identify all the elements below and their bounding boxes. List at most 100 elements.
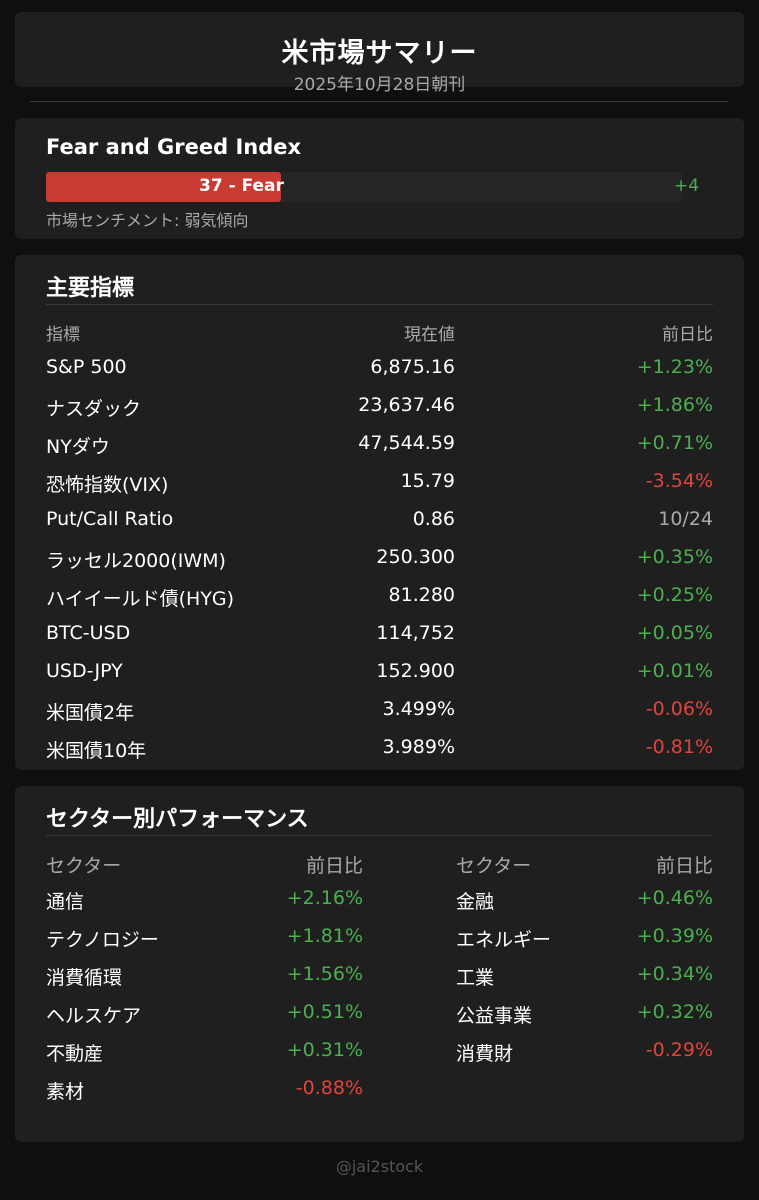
indicator-value: 0.86 bbox=[412, 508, 455, 530]
indicator-value: 152.900 bbox=[376, 660, 455, 682]
table-row: NYダウ 47,544.59 +0.71% bbox=[46, 432, 713, 464]
fear-greed-gauge-fill bbox=[46, 172, 282, 202]
fear-greed-value-label: 37 - Fear bbox=[199, 176, 284, 196]
sector-name: 公益事業 bbox=[456, 1005, 533, 1027]
indicator-value: 23,637.46 bbox=[358, 394, 455, 416]
sector-change: +0.46% bbox=[636, 887, 713, 909]
sector-name: ヘルスケア bbox=[46, 1005, 142, 1027]
indicator-change: +1.86% bbox=[636, 394, 713, 416]
indicator-value: 114,752 bbox=[376, 622, 455, 644]
sector-row: 金融 +0.46% bbox=[456, 887, 713, 919]
table-row: BTC-USD 114,752 +0.05% bbox=[46, 622, 713, 654]
indicator-name: NYダウ bbox=[46, 436, 110, 458]
sectors-right-header-row: セクター 前日比 bbox=[456, 851, 713, 883]
sector-name: 金融 bbox=[456, 891, 495, 913]
column-header-change: 前日比 bbox=[662, 325, 713, 345]
sector-name: テクノロジー bbox=[46, 929, 159, 951]
indicator-change: +0.05% bbox=[636, 622, 713, 644]
indicator-change: -0.06% bbox=[645, 698, 713, 720]
sector-change: +0.39% bbox=[636, 925, 713, 947]
sector-row: 公益事業 +0.32% bbox=[456, 1001, 713, 1033]
sector-name: エネルギー bbox=[456, 929, 552, 951]
indicator-value: 6,875.16 bbox=[370, 356, 455, 378]
table-row: ハイイールド債(HYG) 81.280 +0.25% bbox=[46, 584, 713, 616]
sector-row: 消費循環 +1.56% bbox=[46, 963, 363, 995]
fear-greed-gauge bbox=[46, 172, 682, 202]
sectors-card: セクター別パフォーマンス セクター 前日比 セクター 前日比 通信 +2.16% テ… bbox=[15, 786, 744, 1142]
indices-header-row: 指標 現在値 前日比 bbox=[46, 320, 713, 352]
header-divider bbox=[30, 101, 728, 102]
table-row: 米国債2年 3.499% -0.06% bbox=[46, 698, 713, 730]
indicator-change: -0.81% bbox=[645, 736, 713, 758]
sector-row: 工業 +0.34% bbox=[456, 963, 713, 995]
indices-section-title: 主要指標 bbox=[46, 276, 135, 301]
indicator-change: 10/24 bbox=[658, 508, 713, 530]
sectors-section-title: セクター別パフォーマンス bbox=[46, 807, 309, 832]
column-header-sector: セクター bbox=[46, 855, 122, 877]
sector-change: +1.81% bbox=[286, 925, 363, 947]
sector-change: +0.51% bbox=[286, 1001, 363, 1023]
sector-change: -0.88% bbox=[295, 1077, 363, 1099]
sector-change: +0.32% bbox=[636, 1001, 713, 1023]
indicator-name: USD-JPY bbox=[46, 660, 123, 682]
sector-name: 素材 bbox=[46, 1081, 85, 1103]
sector-row: 通信 +2.16% bbox=[46, 887, 363, 919]
table-row: 米国債10年 3.989% -0.81% bbox=[46, 736, 713, 768]
indicator-name: ハイイールド債(HYG) bbox=[46, 588, 235, 610]
indices-divider bbox=[46, 304, 713, 305]
indicator-name: 米国債10年 bbox=[46, 740, 147, 762]
sector-change: +0.31% bbox=[286, 1039, 363, 1061]
indicator-name: BTC-USD bbox=[46, 622, 131, 644]
column-header-value: 現在値 bbox=[404, 325, 455, 345]
header-card: 米市場サマリー 2025年10月28日朝刊 bbox=[15, 12, 744, 95]
table-row: USD-JPY 152.900 +0.01% bbox=[46, 660, 713, 692]
sector-change: +1.56% bbox=[286, 963, 363, 985]
page-title: 米市場サマリー bbox=[281, 38, 478, 69]
sector-row: テクノロジー +1.81% bbox=[46, 925, 363, 957]
indicator-value: 15.79 bbox=[400, 470, 455, 492]
indicator-change: +0.25% bbox=[636, 584, 713, 606]
indices-card: 主要指標 指標 現在値 前日比 S&P 500 6,875.16 +1.23% ナスダ… bbox=[15, 255, 744, 770]
indicator-value: 250.300 bbox=[376, 546, 455, 568]
indicator-change: +1.23% bbox=[636, 356, 713, 378]
fear-greed-sentiment: 市場センチメント: 弱気傾向 bbox=[46, 211, 249, 230]
indicator-name: ナスダック bbox=[46, 398, 142, 420]
sector-name: 工業 bbox=[456, 967, 495, 989]
indicator-name: 米国債2年 bbox=[46, 702, 135, 724]
sector-name: 不動産 bbox=[46, 1043, 104, 1065]
column-header-sector: セクター bbox=[456, 855, 532, 877]
indicator-name: ラッセル2000(IWM) bbox=[46, 550, 226, 572]
indicator-change: +0.71% bbox=[636, 432, 713, 454]
sector-name: 通信 bbox=[46, 891, 85, 913]
indicator-change: +0.35% bbox=[636, 546, 713, 568]
column-header-indicator: 指標 bbox=[46, 325, 80, 345]
table-row: Put/Call Ratio 0.86 10/24 bbox=[46, 508, 713, 540]
fear-greed-change: +4 bbox=[674, 176, 700, 196]
sector-row: 不動産 +0.31% bbox=[46, 1039, 363, 1071]
indicator-change: -3.54% bbox=[645, 470, 713, 492]
indicator-change: +0.01% bbox=[636, 660, 713, 682]
table-row: S&P 500 6,875.16 +1.23% bbox=[46, 356, 713, 388]
table-row: 恐怖指数(VIX) 15.79 -3.54% bbox=[46, 470, 713, 502]
sector-name: 消費財 bbox=[456, 1043, 514, 1065]
sector-change: -0.29% bbox=[645, 1039, 713, 1061]
indicator-value: 47,544.59 bbox=[358, 432, 455, 454]
sector-row: 素材 -0.88% bbox=[46, 1077, 363, 1109]
sector-row: エネルギー +0.39% bbox=[456, 925, 713, 957]
fear-greed-title: Fear and Greed Index bbox=[46, 135, 302, 159]
sector-change: +0.34% bbox=[636, 963, 713, 985]
sectors-divider bbox=[46, 835, 713, 836]
sector-name: 消費循環 bbox=[46, 967, 123, 989]
sector-row: ヘルスケア +0.51% bbox=[46, 1001, 363, 1033]
indicator-name: Put/Call Ratio bbox=[46, 508, 174, 530]
indicator-name: S&P 500 bbox=[46, 356, 127, 378]
fear-greed-card: Fear and Greed Index 37 - Fear +4 市場センチメ… bbox=[15, 118, 744, 239]
sector-change: +2.16% bbox=[286, 887, 363, 909]
watermark: @jai2stock bbox=[335, 1157, 424, 1176]
indicator-value: 3.499% bbox=[382, 698, 455, 720]
table-row: ナスダック 23,637.46 +1.86% bbox=[46, 394, 713, 426]
table-row: ラッセル2000(IWM) 250.300 +0.35% bbox=[46, 546, 713, 578]
sector-row: 消費財 -0.29% bbox=[456, 1039, 713, 1071]
indicator-name: 恐怖指数(VIX) bbox=[46, 474, 169, 496]
indicator-value: 3.989% bbox=[382, 736, 455, 758]
